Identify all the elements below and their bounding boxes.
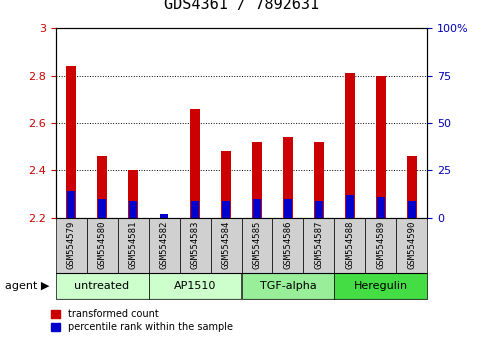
Bar <box>303 218 334 273</box>
Bar <box>346 195 354 218</box>
Text: AP1510: AP1510 <box>174 281 216 291</box>
Bar <box>252 142 262 218</box>
Bar <box>56 218 86 273</box>
Bar <box>366 218 397 273</box>
Bar <box>397 218 427 273</box>
Bar <box>334 218 366 273</box>
Text: GSM554585: GSM554585 <box>253 221 261 269</box>
Text: GSM554580: GSM554580 <box>98 221 107 269</box>
Bar <box>313 142 325 218</box>
Text: GSM554588: GSM554588 <box>345 221 355 269</box>
Bar <box>180 218 211 273</box>
Bar <box>160 214 168 218</box>
Bar <box>315 201 323 218</box>
Bar <box>67 191 75 218</box>
Text: GDS4361 / 7892631: GDS4361 / 7892631 <box>164 0 319 12</box>
Bar <box>149 273 242 299</box>
Bar <box>283 137 293 218</box>
Bar <box>190 109 200 218</box>
Text: GSM554583: GSM554583 <box>190 221 199 269</box>
Text: GSM554579: GSM554579 <box>67 221 75 269</box>
Bar <box>377 197 385 218</box>
Bar <box>334 273 427 299</box>
Text: Heregulin: Heregulin <box>354 281 408 291</box>
Legend: transformed count, percentile rank within the sample: transformed count, percentile rank withi… <box>51 309 233 332</box>
Bar <box>284 199 292 218</box>
Bar <box>221 152 231 218</box>
Text: GSM554587: GSM554587 <box>314 221 324 269</box>
Text: GSM554581: GSM554581 <box>128 221 138 269</box>
Text: GSM554582: GSM554582 <box>159 221 169 269</box>
Bar <box>407 156 417 218</box>
Text: untreated: untreated <box>74 281 129 291</box>
Bar <box>344 73 355 218</box>
Bar <box>191 201 199 218</box>
Bar <box>242 273 334 299</box>
Bar <box>86 218 117 273</box>
Text: GSM554586: GSM554586 <box>284 221 293 269</box>
Text: GSM554584: GSM554584 <box>222 221 230 269</box>
Bar <box>149 218 180 273</box>
Bar <box>408 201 416 218</box>
Bar <box>117 218 149 273</box>
Bar <box>129 201 137 218</box>
Text: GSM554589: GSM554589 <box>376 221 385 269</box>
Bar <box>222 201 230 218</box>
Bar <box>128 170 139 218</box>
Text: GSM554590: GSM554590 <box>408 221 416 269</box>
Text: TGF-alpha: TGF-alpha <box>260 281 316 291</box>
Bar <box>98 199 106 218</box>
Bar <box>66 66 76 218</box>
Text: agent ▶: agent ▶ <box>5 281 49 291</box>
Bar <box>242 218 272 273</box>
Bar <box>56 273 149 299</box>
Bar <box>272 218 303 273</box>
Bar <box>211 218 242 273</box>
Bar <box>376 76 386 218</box>
Bar <box>97 156 107 218</box>
Bar <box>253 199 261 218</box>
